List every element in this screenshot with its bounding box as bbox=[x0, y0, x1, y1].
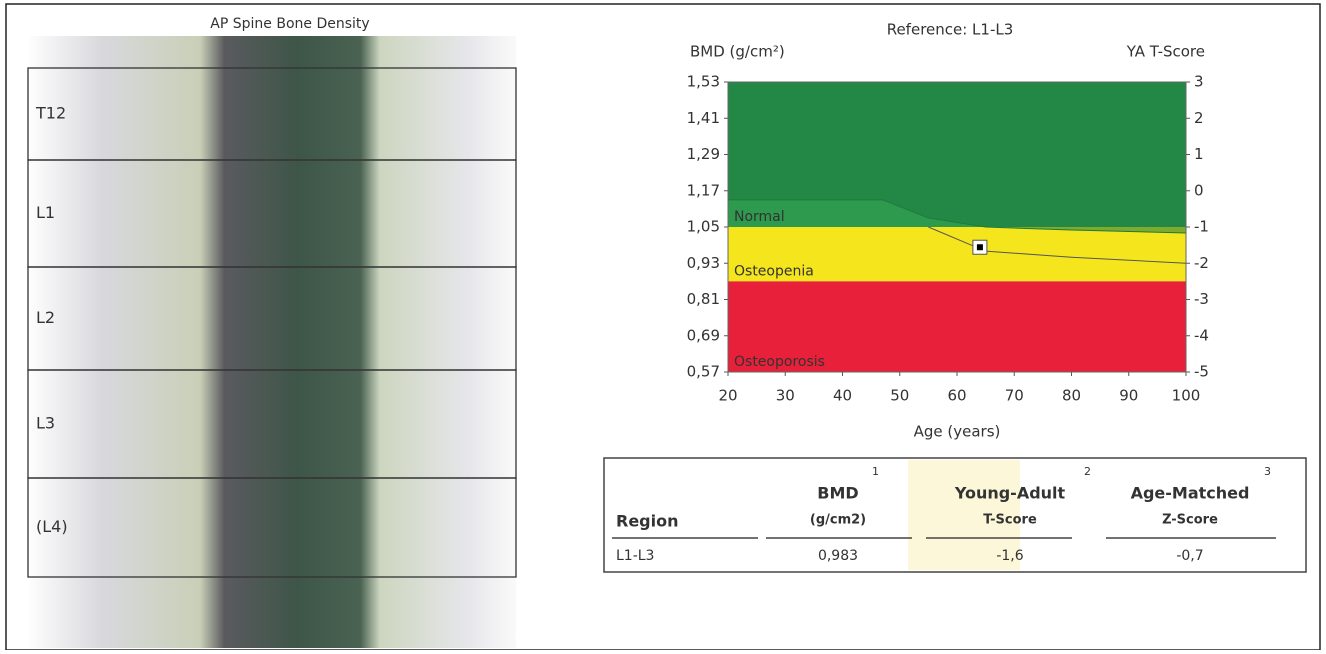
region-label: T12 bbox=[35, 104, 66, 123]
x-tick-label: 90 bbox=[1119, 387, 1138, 405]
x-tick-label: 30 bbox=[776, 387, 795, 405]
x-axis-label: Age (years) bbox=[914, 423, 1001, 441]
y2-tick-label: 1 bbox=[1194, 145, 1204, 163]
region-label: (L4) bbox=[36, 517, 68, 536]
cell: L1-L3 bbox=[616, 548, 654, 564]
cell: 0,983 bbox=[818, 548, 858, 564]
y-tick-label: 0,93 bbox=[687, 254, 720, 272]
y-tick-label: 1,41 bbox=[687, 109, 720, 127]
header: Age-Matched bbox=[1131, 484, 1250, 503]
x-tick-label: 80 bbox=[1062, 387, 1081, 405]
y-tick-label: 0,81 bbox=[687, 290, 720, 308]
chart-title: Reference: L1-L3 bbox=[887, 21, 1014, 39]
y2-tick-label: -4 bbox=[1194, 326, 1209, 344]
header-unit: Z-Score bbox=[1162, 513, 1218, 528]
scan-title: AP Spine Bone Density bbox=[210, 16, 369, 32]
header: Young-Adult bbox=[954, 484, 1066, 503]
footnote-mark: 1 bbox=[872, 465, 879, 478]
y2-tick-label: -5 bbox=[1194, 363, 1209, 381]
band-label: Normal bbox=[734, 209, 785, 225]
x-tick-label: 70 bbox=[1005, 387, 1024, 405]
y-tick-label: 0,69 bbox=[687, 326, 720, 344]
band-label: Osteopenia bbox=[734, 263, 814, 279]
x-tick-label: 100 bbox=[1172, 387, 1201, 405]
region-label: L1 bbox=[36, 203, 55, 222]
y2-tick-label: -2 bbox=[1194, 254, 1209, 272]
header: Region bbox=[616, 512, 679, 531]
x-tick-label: 60 bbox=[947, 387, 966, 405]
y-tick-label: 1,17 bbox=[687, 181, 720, 199]
header-unit: (g/cm2) bbox=[810, 513, 866, 528]
y-tick-label: 1,29 bbox=[687, 145, 720, 163]
header-unit: T-Score bbox=[983, 513, 1037, 528]
band-label: Osteoporosis bbox=[734, 354, 825, 370]
patient-point-center bbox=[977, 244, 983, 250]
header: BMD bbox=[817, 484, 858, 503]
chart: Normal Osteopenia Osteoporosis 1,53 1,41 1,29… bbox=[687, 21, 1209, 441]
region-label: L3 bbox=[36, 414, 55, 433]
region-label: L2 bbox=[36, 308, 55, 327]
report: AP Spine Bone Density T12 L1 L2 L3 (L4) Norm… bbox=[0, 0, 1326, 650]
footnote-mark: 2 bbox=[1084, 465, 1091, 478]
y2-axis-label: YA T-Score bbox=[1126, 43, 1205, 61]
cell: -0,7 bbox=[1176, 548, 1203, 564]
y2-tick-label: 0 bbox=[1194, 181, 1204, 199]
y-tick-label: 1,05 bbox=[687, 218, 720, 236]
y2-tick-label: 3 bbox=[1194, 73, 1204, 91]
cell: -1,6 bbox=[996, 548, 1023, 564]
y2-tick-label: 2 bbox=[1194, 109, 1204, 127]
y-tick-label: 0,57 bbox=[687, 363, 720, 381]
x-tick-label: 40 bbox=[833, 387, 852, 405]
y-tick-label: 1,53 bbox=[687, 73, 720, 91]
results-table: Region BMD (g/cm2) 1 Young-Adult T-Score 2 Age-… bbox=[604, 458, 1306, 572]
x-tick-label: 50 bbox=[890, 387, 909, 405]
y2-tick-label: -1 bbox=[1194, 218, 1209, 236]
y2-tick-label: -3 bbox=[1194, 290, 1209, 308]
footnote-mark: 3 bbox=[1264, 465, 1271, 478]
x-tick-label: 20 bbox=[718, 387, 737, 405]
y-axis-label: BMD (g/cm²) bbox=[690, 43, 785, 61]
scan-image bbox=[30, 36, 516, 648]
